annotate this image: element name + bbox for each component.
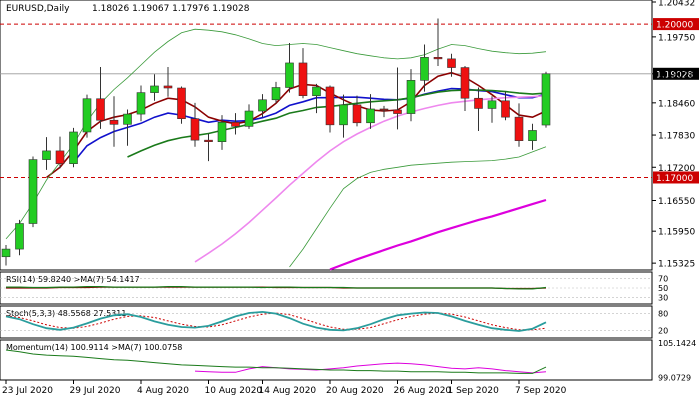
price-panel — [0, 0, 653, 271]
candle-body-29 — [393, 109, 402, 114]
candle-body-27 — [366, 108, 375, 124]
candle-body-10 — [136, 92, 146, 115]
y-tick-label-1: 1.19750 — [658, 33, 695, 43]
candle-body-15 — [204, 139, 213, 142]
y-tick-label-2: 1.19028 — [658, 70, 695, 80]
candle-body-24 — [325, 86, 335, 126]
candle-body-21 — [285, 62, 294, 88]
candle-body-13 — [177, 87, 186, 119]
candle-body-3 — [42, 150, 51, 160]
momentum-title: Momentum(14) 100.9114 >MA(7) 100.0758 — [6, 343, 182, 352]
price-series-group — [0, 18, 652, 271]
candle-body-37 — [501, 100, 510, 118]
x-tick-label-0: 23 Jul 2020 — [2, 386, 53, 396]
candle-body-11 — [150, 85, 159, 93]
stoch-tick-1: 20 — [658, 326, 668, 335]
x-tick-label-8: 7 Sep 2020 — [515, 386, 567, 396]
candle-body-34 — [460, 67, 470, 99]
candle-body-25 — [339, 104, 348, 126]
stoch-tick-0: 80 — [658, 310, 668, 319]
rsi-tick-1: 50 — [658, 284, 668, 293]
candle-body-33 — [447, 58, 456, 68]
candle-body-14 — [190, 118, 200, 141]
candle-body-0 — [1, 248, 11, 258]
candle-body-17 — [231, 121, 240, 127]
candle-body-23 — [312, 86, 321, 96]
momentum-line — [5, 349, 547, 374]
chart-header-ohlc: 1.18026 1.19067 1.17976 1.19028 — [92, 4, 250, 14]
stoch-title: Stoch(5,3,3) 48.5568 27.5311 — [6, 309, 126, 318]
x-tick-label-2: 4 Aug 2020 — [137, 386, 189, 396]
x-tick-label-3: 10 Aug 2020 — [205, 386, 263, 396]
momentum-signal-line — [194, 362, 547, 374]
x-tick-label-4: 14 Aug 2020 — [259, 386, 317, 396]
candle-body-18 — [244, 110, 254, 127]
axes-group: 1.200001.170001.190281.204321.197501.190… — [2, 0, 699, 396]
candle-body-8 — [109, 119, 119, 125]
level-tag-text-0: 1.20000 — [656, 21, 693, 31]
rsi-line — [6, 286, 547, 290]
level-tag-text-1: 1.17000 — [656, 174, 693, 184]
y-tick-label-8: 1.15325 — [658, 260, 695, 270]
momentum-series-group — [5, 349, 547, 374]
series-ma_magenta — [329, 198, 547, 271]
candle-body-5 — [69, 131, 78, 164]
candle-body-39 — [528, 130, 537, 141]
momentum-panel — [0, 339, 653, 381]
candle-body-22 — [298, 62, 308, 96]
candle-body-2 — [28, 159, 38, 224]
candle-body-40 — [541, 73, 551, 126]
y-tick-label-6: 1.16550 — [658, 197, 695, 207]
candle-body-6 — [82, 98, 92, 133]
rsi-series-group — [0, 278, 652, 298]
candle-body-36 — [487, 100, 497, 109]
candle-body-16 — [217, 121, 227, 142]
x-tick-label-5: 20 Aug 2020 — [326, 386, 384, 396]
rsi-tick-0: 70 — [658, 275, 668, 284]
candle-body-35 — [474, 97, 483, 109]
series-bb_lower — [289, 146, 547, 268]
candle-body-12 — [163, 85, 173, 89]
rsi-tick-2: 30 — [658, 293, 668, 302]
y-tick-label-0: 1.20432 — [658, 0, 695, 9]
level-tag-1 — [653, 171, 699, 184]
stoch-series-group — [0, 310, 652, 332]
y-tick-label-3: 1.18460 — [658, 99, 695, 109]
candle-body-38 — [514, 116, 524, 141]
y-tick-label-7: 1.15950 — [658, 228, 695, 238]
x-tick-label-7: 1 Sep 2020 — [448, 386, 500, 396]
candle-body-30 — [406, 80, 416, 114]
candle-body-4 — [55, 150, 65, 164]
x-tick-label-1: 29 Jul 2020 — [70, 386, 121, 396]
candle-body-32 — [433, 57, 443, 60]
level-tag-0 — [653, 18, 699, 31]
y-tick-label-4: 1.17830 — [658, 132, 695, 142]
rsi-title: RSI(14) 59.8240 >MA(7) 54.1417 — [6, 275, 140, 284]
candle-body-26 — [352, 104, 362, 124]
mom-tick-0: 105.1424 — [658, 339, 696, 348]
candle-body-1 — [15, 223, 24, 250]
current-price-tag — [653, 67, 699, 80]
candle-body-20 — [271, 87, 281, 101]
x-tick-label-6: 26 Aug 2020 — [394, 386, 452, 396]
current-price-tag-text: 1.19028 — [656, 70, 693, 80]
candle-body-28 — [379, 108, 389, 111]
chart-header-symbol: EURUSD,Daily — [6, 4, 70, 14]
y-tick-label-5: 1.17200 — [658, 164, 695, 174]
mom-tick-1: 99.0729 — [658, 374, 691, 383]
candle-body-7 — [96, 98, 105, 121]
candle-body-31 — [420, 57, 429, 81]
candle-body-9 — [123, 113, 132, 125]
series-bb_upper — [5, 28, 547, 240]
stoch-k-line — [5, 310, 547, 332]
stoch-panel — [0, 305, 653, 339]
candle-body-19 — [258, 99, 267, 112]
